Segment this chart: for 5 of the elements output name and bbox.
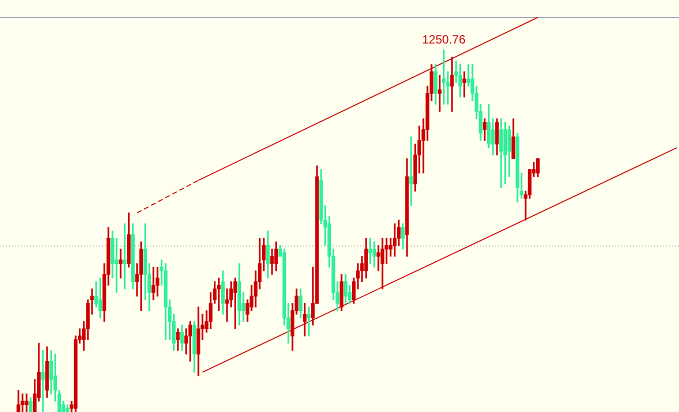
candlestick xyxy=(20,394,24,412)
candlestick xyxy=(450,56,454,112)
candlestick xyxy=(41,350,45,412)
annotation: 1250.76 xyxy=(422,32,466,46)
candlestick xyxy=(114,238,118,293)
